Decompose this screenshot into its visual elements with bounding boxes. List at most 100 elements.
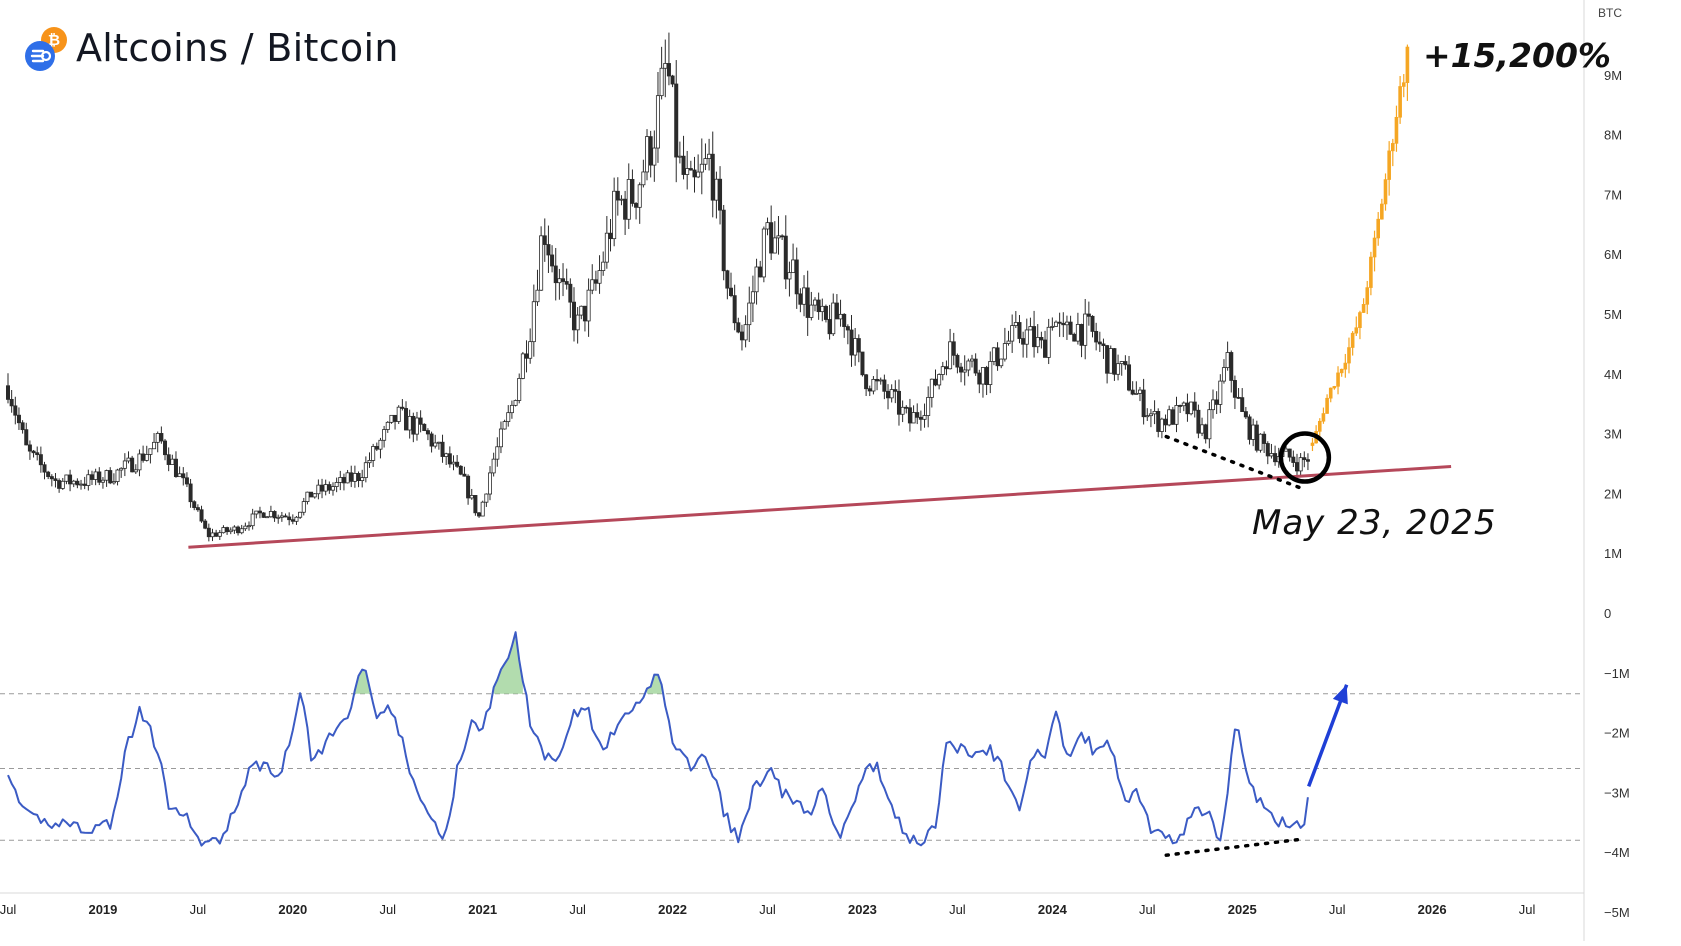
- price-candle: [905, 407, 908, 408]
- price-candle: [609, 233, 612, 238]
- price-candle: [634, 203, 637, 207]
- price-candle: [225, 528, 228, 532]
- projection-candle: [1344, 363, 1347, 369]
- price-candle: [61, 481, 64, 488]
- date-annotation: May 23, 2025: [1252, 503, 1497, 543]
- price-candle: [441, 442, 444, 456]
- price-candle: [485, 494, 488, 502]
- price-candle: [350, 473, 353, 482]
- price-candle: [791, 260, 794, 273]
- price-candle: [426, 431, 429, 434]
- price-candle: [43, 465, 46, 472]
- price-candle: [364, 463, 367, 478]
- price-candle: [1244, 412, 1247, 417]
- price-candle: [357, 473, 360, 480]
- price-candle: [883, 380, 886, 391]
- price-candle: [624, 199, 627, 219]
- price-candle: [561, 279, 564, 282]
- price-candle: [14, 406, 17, 415]
- price-candle: [368, 460, 371, 462]
- price-candle: [729, 288, 732, 296]
- price-candle: [481, 502, 484, 516]
- price-candle: [602, 262, 605, 270]
- price-candle: [726, 271, 729, 288]
- price-candle: [576, 315, 579, 330]
- price-candle: [1259, 434, 1262, 450]
- price-candle: [631, 179, 634, 203]
- price-candle: [503, 422, 506, 429]
- price-candle: [1102, 344, 1105, 346]
- price-candle: [638, 185, 641, 208]
- price-candle: [313, 494, 316, 497]
- chart-title: Altcoins / Bitcoin: [76, 26, 399, 70]
- price-candle: [1095, 331, 1098, 342]
- price-candle: [1237, 397, 1240, 398]
- projection-candle: [1340, 369, 1343, 373]
- price-candle: [393, 415, 396, 421]
- price-candle: [770, 223, 773, 253]
- y-tick-label: 4M: [1604, 367, 1622, 382]
- price-candle: [1062, 323, 1065, 324]
- price-candle: [32, 451, 35, 453]
- projection-candle: [1391, 143, 1394, 150]
- price-candle: [777, 236, 780, 238]
- price-candle: [978, 373, 981, 384]
- price-candle: [996, 348, 999, 366]
- price-candle: [496, 447, 499, 459]
- price-candle: [795, 260, 798, 294]
- projection-candle: [1322, 414, 1325, 422]
- price-candle: [247, 526, 250, 527]
- price-candle: [189, 484, 192, 502]
- price-candle: [138, 454, 141, 470]
- price-candle: [550, 255, 553, 266]
- y-tick-label: −1M: [1604, 666, 1630, 681]
- price-candle: [587, 290, 590, 321]
- y-tick-label: 2M: [1604, 486, 1622, 501]
- price-candle: [1193, 402, 1196, 410]
- price-candle: [404, 408, 407, 430]
- x-tick-label: 2023: [848, 902, 877, 917]
- price-candle: [383, 430, 386, 441]
- price-candle: [353, 473, 356, 481]
- projection-candle: [1355, 328, 1358, 333]
- price-candle: [583, 306, 586, 321]
- price-candle: [580, 306, 583, 315]
- price-candle: [470, 495, 473, 498]
- price-candle: [1248, 417, 1251, 439]
- price-candle: [47, 472, 50, 476]
- price-candle: [846, 327, 849, 330]
- projection-candle: [1337, 373, 1340, 386]
- price-candle: [28, 445, 31, 451]
- price-candle: [1175, 405, 1178, 424]
- price-candle: [1142, 390, 1145, 417]
- price-candle: [1270, 454, 1273, 456]
- price-candle: [927, 397, 930, 415]
- projection-candle: [1384, 180, 1387, 204]
- price-candle: [474, 495, 477, 512]
- projection-candle: [1380, 204, 1383, 219]
- x-tick-label: Jul: [569, 902, 586, 917]
- price-candle: [342, 477, 345, 482]
- projection-candle: [1358, 313, 1361, 328]
- price-candle: [437, 442, 440, 443]
- price-candle: [507, 413, 510, 422]
- price-candle: [547, 245, 550, 255]
- price-candle: [1025, 330, 1028, 344]
- price-candle: [36, 453, 39, 455]
- y-axis-unit: BTC: [1598, 6, 1622, 20]
- price-candle: [594, 280, 597, 283]
- price-candle: [518, 378, 521, 400]
- price-candle: [1160, 419, 1163, 431]
- price-candle: [1179, 405, 1182, 406]
- price-candle: [828, 319, 831, 333]
- price-candle: [87, 475, 90, 486]
- price-candle: [1127, 365, 1130, 390]
- price-candle: [1124, 362, 1127, 365]
- chart-title-block: ₿ Altcoins / Bitcoin: [24, 26, 399, 70]
- y-tick-label: −4M: [1604, 845, 1630, 860]
- price-candle: [1106, 346, 1109, 374]
- price-candle: [912, 413, 915, 423]
- price-candle: [1116, 364, 1119, 375]
- price-candle: [1011, 326, 1014, 342]
